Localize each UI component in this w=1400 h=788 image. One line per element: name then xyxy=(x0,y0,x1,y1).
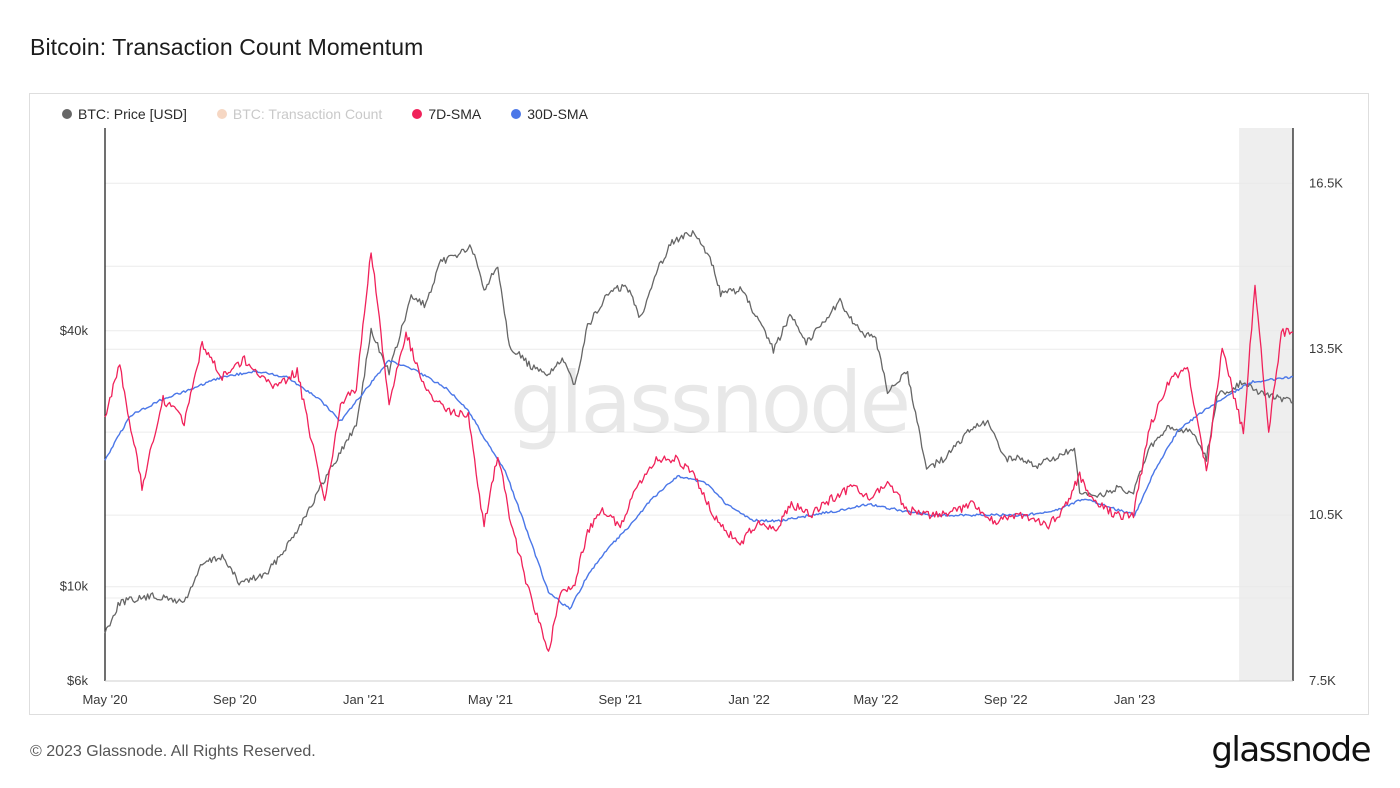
gridlines xyxy=(105,182,1293,682)
chart-title: Bitcoin: Transaction Count Momentum xyxy=(30,34,424,60)
x-tick-label: May '20 xyxy=(82,692,127,707)
legend-item-30d-sma[interactable]: 30D-SMA xyxy=(511,106,588,122)
legend-item-transaction-count[interactable]: BTC: Transaction Count xyxy=(216,106,383,122)
legend-price-label: BTC: Price [USD] xyxy=(78,106,187,122)
y-left-tick-label: $10k xyxy=(60,579,89,594)
legend-transaction-count-label: BTC: Transaction Count xyxy=(232,106,383,122)
legend-7d-sma-dot-icon xyxy=(412,109,423,119)
legend-item-price[interactable]: BTC: Price [USD] xyxy=(62,106,187,122)
y-right-tick-label: 10.5K xyxy=(1309,507,1343,522)
series-line-7d-sma xyxy=(104,252,1294,652)
y-right-tick-label: 7.5K xyxy=(1309,673,1336,688)
x-tick-label: Jan '23 xyxy=(1114,692,1156,707)
series-line-btc-price-usd xyxy=(104,230,1294,634)
legend-transaction-count-dot-icon xyxy=(216,109,227,119)
y-left-tick-label: $6k xyxy=(67,673,88,688)
x-tick-label: Jan '21 xyxy=(343,692,385,707)
x-tick-label: Sep '21 xyxy=(598,692,642,707)
y-left-tick-label: $40k xyxy=(60,323,89,338)
series-layer xyxy=(104,230,1294,652)
x-tick-label: Sep '22 xyxy=(984,692,1028,707)
chart-frame xyxy=(29,93,1369,715)
x-tick-label: Jan '22 xyxy=(728,692,770,707)
tick-layer: May '20 Sep '20 Jan '21 May '21 Sep '21 Jan '… xyxy=(60,175,1344,707)
legend-30d-sma-dot-icon xyxy=(511,109,522,119)
x-tick-label: May '21 xyxy=(468,692,513,707)
legend-price-dot-icon xyxy=(62,109,72,119)
x-tick-label: May '22 xyxy=(853,692,898,707)
copyright-footer: © 2023 Glassnode. All Rights Reserved. xyxy=(30,743,316,760)
watermark: glassnode xyxy=(510,354,908,452)
y-right-tick-label: 16.5K xyxy=(1309,175,1343,190)
glassnode-logo[interactable]: glassnode xyxy=(1211,730,1371,770)
y-right-tick-label: 13.5K xyxy=(1309,341,1343,356)
x-tick-label: Sep '20 xyxy=(213,692,257,707)
legend-30d-sma-label: 30D-SMA xyxy=(527,106,588,122)
legend-item-7d-sma[interactable]: 7D-SMA xyxy=(412,106,481,122)
legend-7d-sma-label: 7D-SMA xyxy=(428,106,482,122)
chart-legend: BTC: Price [USD] BTC: Transaction Count … xyxy=(62,106,588,122)
